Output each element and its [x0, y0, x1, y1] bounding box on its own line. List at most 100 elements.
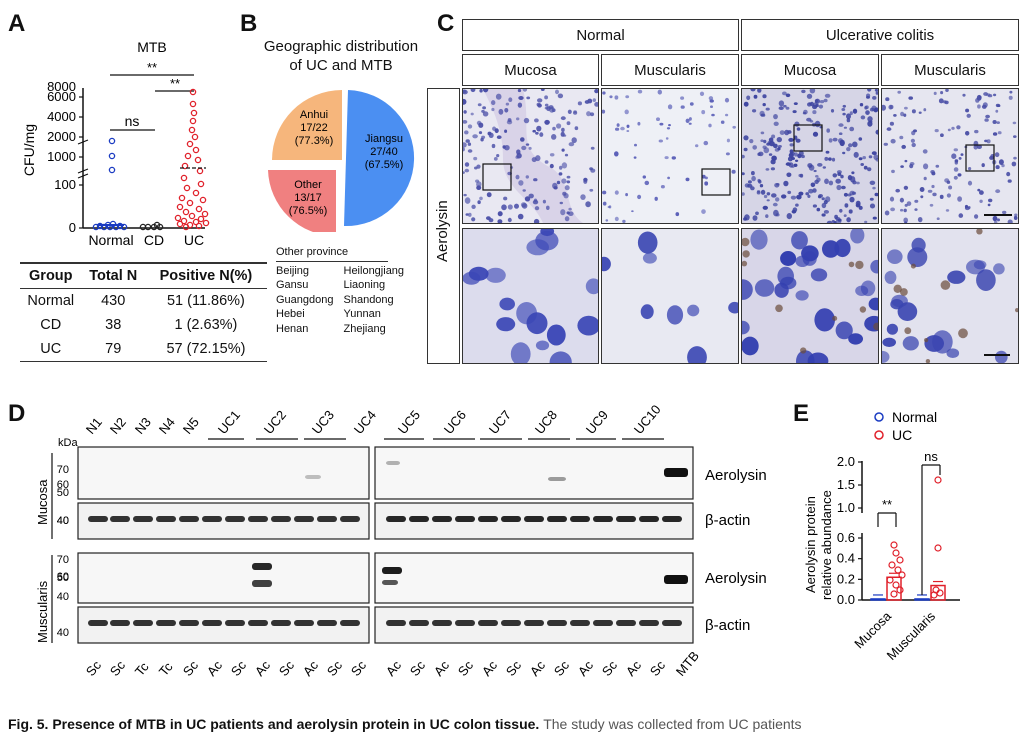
- nucleus: [826, 220, 833, 223]
- nucleus: [828, 157, 832, 161]
- province: Gansu: [276, 279, 309, 291]
- nucleus: [497, 211, 503, 217]
- e-point-uc: [936, 589, 944, 597]
- nucleus: [477, 103, 482, 107]
- panel-a-title: MTB: [137, 39, 167, 55]
- blot-band: [248, 516, 268, 522]
- other-province-list: Other province Beijing Gansu Guangdong H…: [276, 245, 404, 336]
- nucleus: [507, 204, 513, 210]
- nucleus: [924, 335, 944, 352]
- nucleus: [561, 162, 568, 169]
- nucleus: [988, 198, 993, 203]
- nucleus: [903, 217, 908, 223]
- nucleus: [724, 97, 730, 103]
- nucleus: [997, 131, 1002, 135]
- nucleus: [497, 219, 503, 223]
- nucleus: [482, 111, 489, 117]
- nucleus: [539, 132, 544, 137]
- lane-label-bottom: Sc: [83, 657, 105, 679]
- nucleus: [521, 145, 527, 151]
- nucleus: [839, 139, 845, 147]
- nucleus: [964, 206, 970, 211]
- e-point-uc: [886, 576, 894, 584]
- nucleus: [958, 213, 964, 218]
- legend-normal-label: Normal: [892, 409, 937, 425]
- nucleus: [704, 176, 708, 180]
- nucleus: [743, 147, 748, 152]
- lane-label-bottom: Sc: [551, 657, 573, 679]
- nucleus: [701, 110, 706, 115]
- nucleus: [473, 156, 478, 161]
- nucleus: [806, 93, 813, 99]
- nucleus: [790, 195, 797, 200]
- d-label-aerolysin-2: Aerolysin: [705, 570, 767, 587]
- nucleus: [867, 116, 873, 122]
- nucleus: [1011, 161, 1017, 167]
- nucleus: [605, 219, 609, 222]
- lane-label-bottom: Tc: [156, 659, 176, 679]
- nucleus: [1013, 156, 1017, 160]
- e-ytick: 1.5: [837, 477, 855, 492]
- nucleus: [812, 110, 817, 115]
- nucleus: [544, 160, 549, 164]
- nucleus: [945, 209, 950, 212]
- nucleus: [817, 195, 822, 199]
- lane-label-top: N1: [83, 415, 105, 437]
- nucleus: [823, 98, 828, 103]
- nucleus: [518, 180, 524, 186]
- e-ylabel-1: Aerolysin protein: [803, 496, 818, 593]
- nucleus: [838, 132, 843, 135]
- nucleus: [923, 108, 927, 112]
- nucleus: [833, 221, 837, 223]
- nucleus: [871, 151, 877, 155]
- e-xcat: Muscularis: [884, 608, 939, 663]
- brown-stain: [910, 263, 916, 269]
- nucleus: [1008, 95, 1013, 100]
- nucleus: [874, 192, 878, 197]
- nucleus: [476, 164, 481, 169]
- other-province-title: Other province: [276, 246, 349, 258]
- a-xcat-cd: CD: [144, 232, 164, 248]
- a-sig-ns: ns: [125, 113, 140, 129]
- nucleus: [787, 190, 792, 195]
- nucleus: [818, 104, 824, 109]
- panel-letter-e: E: [793, 400, 810, 427]
- nucleus: [637, 121, 641, 126]
- pie-frac-anhui: 17/22: [300, 122, 328, 134]
- nucleus: [725, 113, 729, 117]
- c-col-uc-muscularis: Muscularis: [881, 54, 1019, 86]
- nucleus: [884, 270, 897, 284]
- nucleus: [768, 153, 773, 156]
- nucleus: [846, 118, 851, 123]
- nucleus: [1007, 179, 1012, 183]
- nucleus: [843, 192, 848, 197]
- nucleus: [535, 131, 539, 135]
- nucleus: [889, 196, 895, 202]
- lane-label-top: N2: [107, 415, 129, 437]
- nucleus: [744, 183, 750, 188]
- blot-band: [340, 516, 360, 522]
- micrograph-normal-muscularis-low: [601, 88, 739, 224]
- nucleus: [757, 89, 762, 93]
- nucleus: [642, 175, 646, 179]
- nucleus: [505, 102, 510, 106]
- nucleus: [807, 163, 813, 168]
- nucleus: [957, 173, 962, 177]
- lane-label-bottom: Sc: [599, 657, 621, 679]
- nucleus: [828, 180, 834, 186]
- nucleus: [463, 120, 468, 124]
- d-side-muscularis: Muscularis: [35, 580, 50, 643]
- nucleus: [884, 210, 890, 216]
- nucleus: [602, 109, 606, 114]
- nucleus: [842, 151, 846, 155]
- nucleus: [667, 104, 673, 110]
- nucleus: [789, 143, 794, 147]
- nucleus: [728, 301, 738, 314]
- nucleus: [463, 110, 467, 114]
- nucleus: [508, 97, 513, 102]
- nucleus: [520, 202, 527, 208]
- nucleus: [822, 166, 826, 169]
- nucleus: [668, 124, 671, 127]
- table-header-group: Group: [20, 262, 82, 289]
- brown-stain: [1015, 308, 1018, 313]
